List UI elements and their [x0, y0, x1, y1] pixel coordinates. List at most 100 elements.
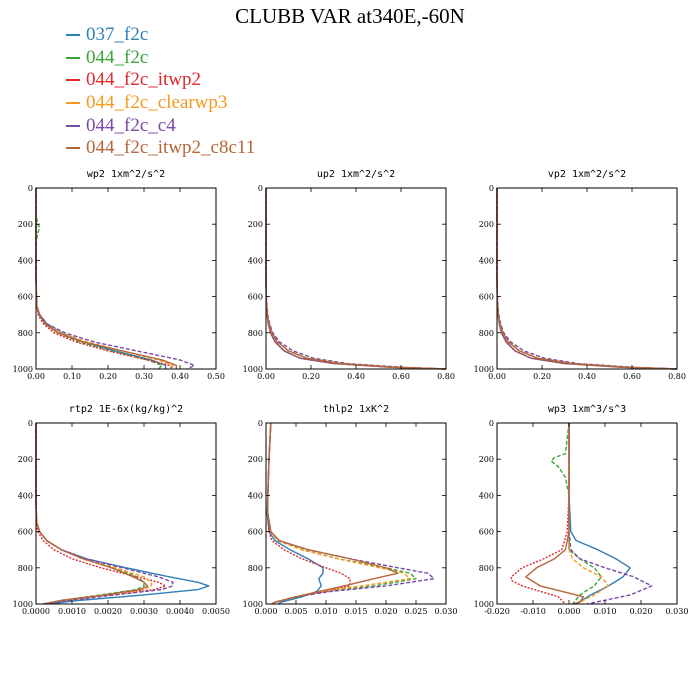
- legend: 037_f2c 044_f2c 044_f2c_itwp2 044_f2c_clear…: [66, 24, 255, 160]
- y-tick-label: 0: [489, 419, 494, 428]
- x-tick-label: 0.015: [345, 607, 368, 616]
- y-tick-label: 200: [479, 220, 494, 229]
- legend-swatch: [66, 102, 80, 105]
- x-tick-label: 0.20: [99, 372, 117, 381]
- y-tick-label: 200: [248, 455, 263, 464]
- series-line-2: [265, 188, 447, 370]
- y-tick-label: 600: [18, 528, 33, 537]
- panel-6: wp3 1xm^3/s^3 0 200 400 600 800 1000-0.020 -0.0…: [474, 404, 689, 616]
- series-line-5: [35, 423, 174, 605]
- y-tick-label: 1000: [474, 365, 494, 374]
- series-line-1: [35, 423, 210, 605]
- x-tick-label: 0.50: [207, 372, 225, 381]
- y-tick-label: 1000: [13, 365, 33, 374]
- series-line-4: [265, 188, 447, 370]
- legend-item: 044_f2c: [66, 47, 255, 70]
- y-tick-label: 0: [28, 184, 33, 193]
- legend-item: 044_f2c_clearwp3: [66, 92, 255, 115]
- y-tick-label: 800: [18, 564, 33, 573]
- y-tick-label: 800: [248, 329, 263, 338]
- panel-title: wp2 1xm^2/s^2: [87, 169, 165, 180]
- y-tick-label: 800: [479, 564, 494, 573]
- legend-label: 044_f2c_itwp2_c8c11: [86, 137, 256, 159]
- series-line-1: [266, 422, 324, 605]
- x-tick-label: 0.010: [315, 607, 338, 616]
- y-tick-label: 600: [479, 293, 494, 302]
- y-tick-label: 0: [258, 184, 263, 193]
- x-tick-label: 0.80: [437, 372, 455, 381]
- x-tick-label: 0.60: [392, 372, 410, 381]
- y-tick-label: 1000: [474, 600, 494, 609]
- y-tick-label: 0: [28, 419, 33, 428]
- y-tick-label: 400: [248, 491, 263, 500]
- plot-frame: [496, 187, 678, 370]
- x-tick-label: 0.020: [630, 607, 653, 616]
- legend-swatch: [66, 79, 80, 82]
- legend-label: 044_f2c_clearwp3: [86, 92, 228, 114]
- legend-item: 044_f2c_itwp2: [66, 69, 255, 92]
- chart-main-title: CLUBB VAR at340E,-60N: [235, 4, 465, 28]
- x-tick-label: -0.010: [520, 607, 546, 616]
- plot-frame: [265, 422, 447, 605]
- x-tick-label: 0.10: [63, 372, 81, 381]
- x-tick-label: 0.40: [347, 372, 365, 381]
- y-tick-label: 200: [248, 220, 263, 229]
- x-tick-label: 0.000: [255, 607, 278, 616]
- plot-frame: [35, 422, 217, 605]
- legend-item: 044_f2c_itwp2_c8c11: [66, 137, 255, 160]
- x-tick-label: 0.010: [594, 607, 617, 616]
- plot-frame: [35, 187, 217, 370]
- series-line-3: [265, 188, 447, 370]
- x-tick-label: 0.0020: [94, 607, 122, 616]
- series-line-2: [35, 188, 163, 370]
- x-tick-label: 0.40: [578, 372, 596, 381]
- x-tick-label: 0.00: [488, 372, 506, 381]
- x-tick-label: 0.0030: [130, 607, 158, 616]
- y-tick-label: 200: [18, 220, 33, 229]
- x-tick-label: 0.80: [668, 372, 686, 381]
- series-line-5: [35, 188, 196, 370]
- x-tick-label: 0.20: [533, 372, 551, 381]
- x-tick-label: -0.020: [484, 607, 510, 616]
- y-tick-label: 400: [248, 256, 263, 265]
- series-line-3: [496, 188, 678, 370]
- series-line-1: [265, 188, 447, 370]
- series-line-2: [550, 422, 603, 605]
- y-tick-label: 800: [248, 564, 263, 573]
- series-line-4: [35, 188, 174, 369]
- series-line-6: [35, 188, 178, 369]
- legend-label: 037_f2c: [86, 24, 149, 46]
- series-line-3: [35, 188, 174, 370]
- x-tick-label: 0.005: [285, 607, 308, 616]
- series-line-4: [267, 422, 411, 605]
- series-line-3: [267, 422, 351, 605]
- panel-4: rtp2 1E-6x(kg/kg)^2020040060080010000.00…: [13, 404, 230, 616]
- y-tick-label: 400: [18, 256, 33, 265]
- x-tick-label: 0.0050: [202, 607, 230, 616]
- plot-frame: [496, 422, 678, 605]
- y-tick-label: 600: [479, 528, 494, 537]
- x-tick-label: 0.20: [302, 372, 320, 381]
- y-tick-label: 800: [18, 329, 33, 338]
- x-tick-label: 0.030: [666, 607, 689, 616]
- series-line-5: [496, 188, 678, 370]
- x-tick-label: 0.60: [623, 372, 641, 381]
- plot-frame: [265, 187, 447, 370]
- series-line-5: [568, 423, 653, 605]
- x-tick-label: 0.0010: [58, 607, 86, 616]
- y-tick-label: 400: [479, 491, 494, 500]
- series-line-6: [267, 422, 399, 605]
- series-line-6: [496, 188, 678, 370]
- legend-label: 044_f2c: [86, 46, 149, 68]
- y-tick-label: 800: [479, 329, 494, 338]
- series-line-1: [35, 188, 167, 369]
- series-line-5: [265, 188, 447, 370]
- y-tick-label: 400: [479, 256, 494, 265]
- legend-swatch: [66, 147, 80, 150]
- x-tick-label: 0.40: [171, 372, 189, 381]
- y-tick-label: 200: [479, 455, 494, 464]
